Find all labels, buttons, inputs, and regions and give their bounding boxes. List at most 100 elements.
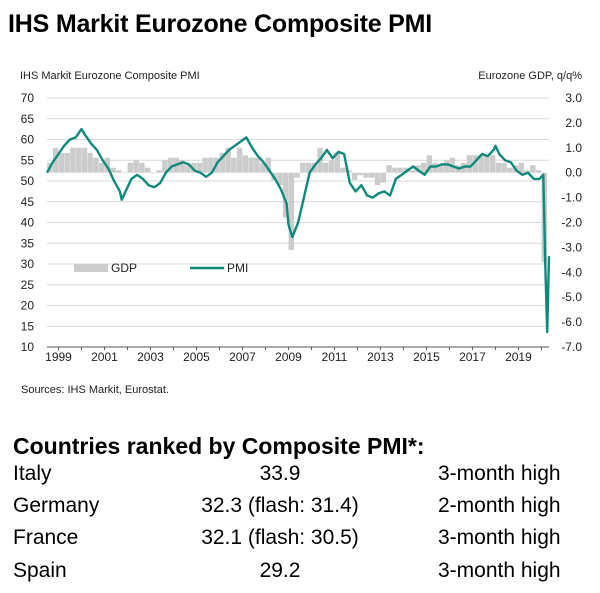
right-axis-label: Eurozone GDP, q/q% xyxy=(478,70,582,82)
right-tick-label: -1.0 xyxy=(561,191,582,205)
ranking-title: Countries ranked by Composite PMI*: xyxy=(13,433,425,459)
country-name: Germany xyxy=(13,494,100,517)
gdp-bar xyxy=(305,162,312,173)
gdp-bar xyxy=(150,172,157,174)
gdp-bar xyxy=(374,172,381,186)
gdp-bar xyxy=(190,162,197,173)
gdp-bar xyxy=(236,147,243,173)
x-tick-label: 2009 xyxy=(275,350,302,364)
gdp-bar xyxy=(139,162,145,173)
x-tick-label: 2015 xyxy=(413,350,440,364)
gdp-bar xyxy=(116,170,122,173)
left-tick-label: 40 xyxy=(21,216,35,230)
high-note: 3-month high xyxy=(438,526,561,549)
gdp-bar xyxy=(323,162,329,173)
ranking-row-spain: Spain 29.2 3-month high xyxy=(0,559,600,591)
gdp-bar xyxy=(208,157,214,173)
gridlines xyxy=(47,97,549,327)
gdp-bar xyxy=(87,152,93,173)
left-tick-label: 15 xyxy=(21,319,35,333)
right-tick-label: -6.0 xyxy=(561,315,582,329)
gdp-bar xyxy=(254,157,260,173)
gdp-bar xyxy=(426,155,433,173)
pmi-value: 32.1 (flash: 30.5) xyxy=(201,526,359,549)
legend-pmi-label: PMI xyxy=(227,261,248,275)
left-tick-label: 20 xyxy=(21,299,35,313)
right-axis-ticks: 3.0 2.0 1.0 0.0 -1.0 -2.0 -3.0 -4.0 -5.0 -6.0 -7.0 xyxy=(561,91,582,354)
right-tick-label: -4.0 xyxy=(561,265,582,279)
left-tick-label: 55 xyxy=(21,153,35,167)
gdp-bar xyxy=(369,172,375,178)
x-tick-label: 2003 xyxy=(137,350,164,364)
gdp-bar xyxy=(501,162,507,173)
page-title: IHS Markit Eurozone Composite PMI xyxy=(8,10,433,38)
gdp-bar xyxy=(357,172,364,176)
right-tick-label: -7.0 xyxy=(561,340,582,354)
left-tick-label: 65 xyxy=(21,112,35,126)
gdp-bar xyxy=(248,157,254,173)
gdp-bar xyxy=(98,162,105,173)
gdp-bar xyxy=(409,170,415,173)
x-tick-label: 2001 xyxy=(91,350,118,364)
gdp-bar xyxy=(121,172,128,174)
x-tick-label: 2005 xyxy=(183,350,210,364)
right-tick-label: 3.0 xyxy=(565,91,582,105)
gdp-bar xyxy=(202,157,208,173)
legend-gdp-label: GDP xyxy=(111,261,137,275)
pmi-gdp-chart: IHS Markit Eurozone Composite PMI Eurozo… xyxy=(20,70,582,364)
gdp-bar xyxy=(162,160,168,173)
gdp-bar xyxy=(484,155,490,173)
pmi-line xyxy=(45,127,551,334)
high-note: 2-month high xyxy=(438,494,561,517)
gdp-bar xyxy=(489,155,496,173)
gdp-bar xyxy=(507,167,513,173)
right-tick-label: 1.0 xyxy=(565,141,582,155)
gdp-bar xyxy=(93,157,99,173)
gdp-bar xyxy=(52,147,59,173)
right-tick-label: -5.0 xyxy=(561,290,582,304)
left-tick-label: 35 xyxy=(21,236,35,250)
gdp-bar xyxy=(185,165,191,173)
left-tick-label: 50 xyxy=(21,174,35,188)
right-tick-label: -2.0 xyxy=(561,216,582,230)
gdp-bar xyxy=(363,172,369,178)
gdp-bar xyxy=(196,162,203,173)
gdp-bar xyxy=(392,167,398,173)
gdp-bar xyxy=(351,172,358,181)
high-note: 3-month high xyxy=(438,559,561,582)
gdp-bar xyxy=(179,160,185,173)
gdp-bar xyxy=(277,172,283,186)
high-note: 3-month high xyxy=(438,462,561,485)
gdp-bar xyxy=(127,162,134,173)
legend: GDP PMI xyxy=(74,261,248,275)
left-tick-label: 45 xyxy=(21,195,35,209)
gdp-bar xyxy=(397,167,404,173)
right-tick-label: -3.0 xyxy=(561,240,582,254)
x-tick-label: 1999 xyxy=(45,350,72,364)
gdp-bar xyxy=(219,152,226,173)
gdp-bar xyxy=(535,170,542,173)
gdp-bar xyxy=(231,157,237,173)
left-axis-ticks: 70 65 60 55 50 45 40 35 30 25 20 15 10 xyxy=(21,91,35,354)
x-axis-ticks: 1999 2001 2003 2005 2007 2009 2011 2013 2015 2017… xyxy=(45,347,542,364)
right-tick-label: 0.0 xyxy=(565,166,582,180)
gdp-bar xyxy=(530,165,536,173)
gdp-bar xyxy=(64,152,70,173)
country-name: Spain xyxy=(13,559,67,582)
sources-note: Sources: IHS Markit, Eurostat. xyxy=(21,384,169,396)
gdp-bar xyxy=(167,157,174,173)
left-tick-label: 70 xyxy=(21,91,35,105)
gdp-bar xyxy=(81,147,88,173)
gdp-bar xyxy=(466,155,473,173)
left-tick-label: 60 xyxy=(21,133,35,147)
left-tick-label: 30 xyxy=(21,257,35,271)
x-tick-label: 2019 xyxy=(505,350,532,364)
gdp-bar xyxy=(282,172,289,218)
right-tick-label: 2.0 xyxy=(565,116,582,130)
gdp-bar xyxy=(518,162,525,173)
gdp-bar xyxy=(346,170,352,173)
gdp-bar xyxy=(259,162,266,173)
gdp-bar xyxy=(156,170,162,173)
gdp-bar xyxy=(386,165,392,173)
gdp-bar xyxy=(288,172,295,250)
